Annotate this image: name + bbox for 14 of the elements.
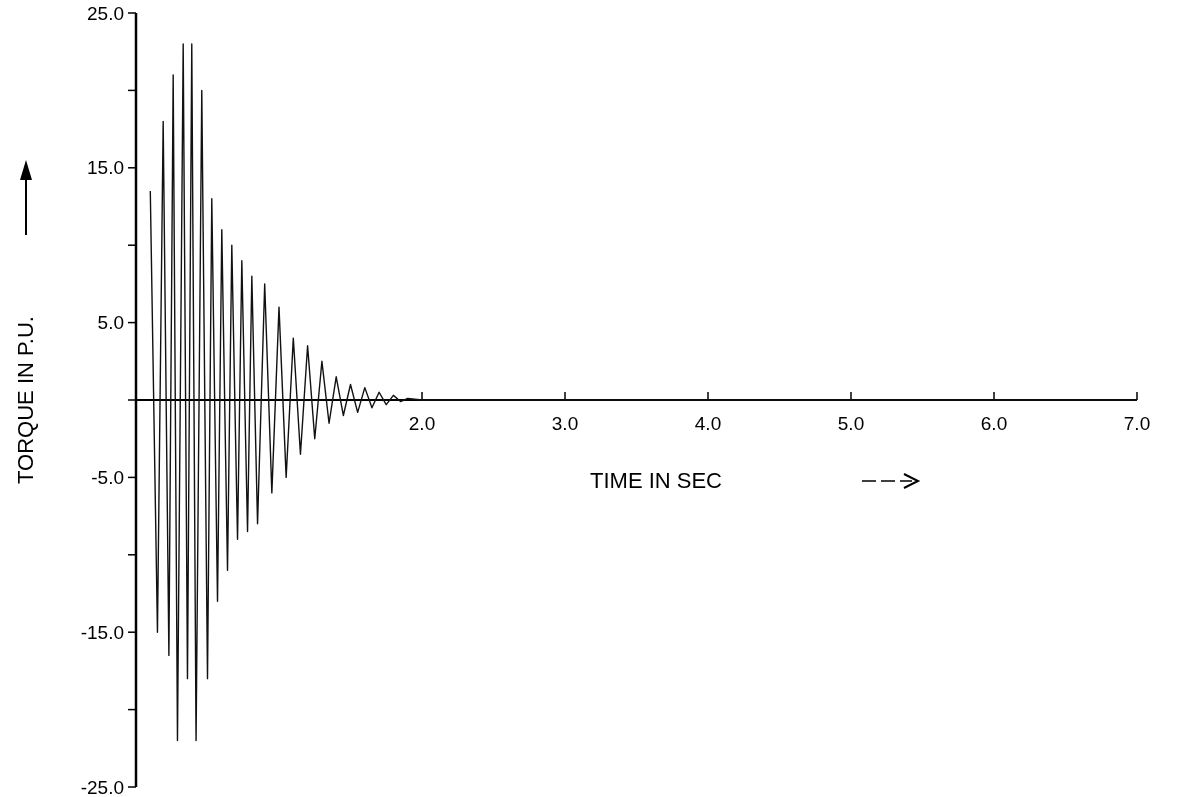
x-tick-label: 7.0 [1123, 413, 1151, 434]
y-tick-label: -5.0 [91, 467, 124, 489]
x-tick-label: 5.0 [837, 413, 865, 434]
y-tick-label: 5.0 [97, 312, 124, 334]
x-tick-label: 6.0 [980, 413, 1008, 434]
y-tick-label: 25.0 [87, 2, 124, 24]
y-tick-label: 15.0 [87, 157, 124, 179]
y-axis-title: TORQUE IN P.U. [13, 316, 38, 484]
x-axis-title: TIME IN SEC [590, 468, 723, 493]
x-tick-label: 2.0 [408, 413, 436, 434]
y-tick-label: -15.0 [80, 621, 124, 643]
x-tick-label: 3.0 [551, 413, 579, 434]
x-tick-label: 4.0 [694, 413, 722, 434]
y-tick-label: -25.0 [80, 776, 124, 797]
